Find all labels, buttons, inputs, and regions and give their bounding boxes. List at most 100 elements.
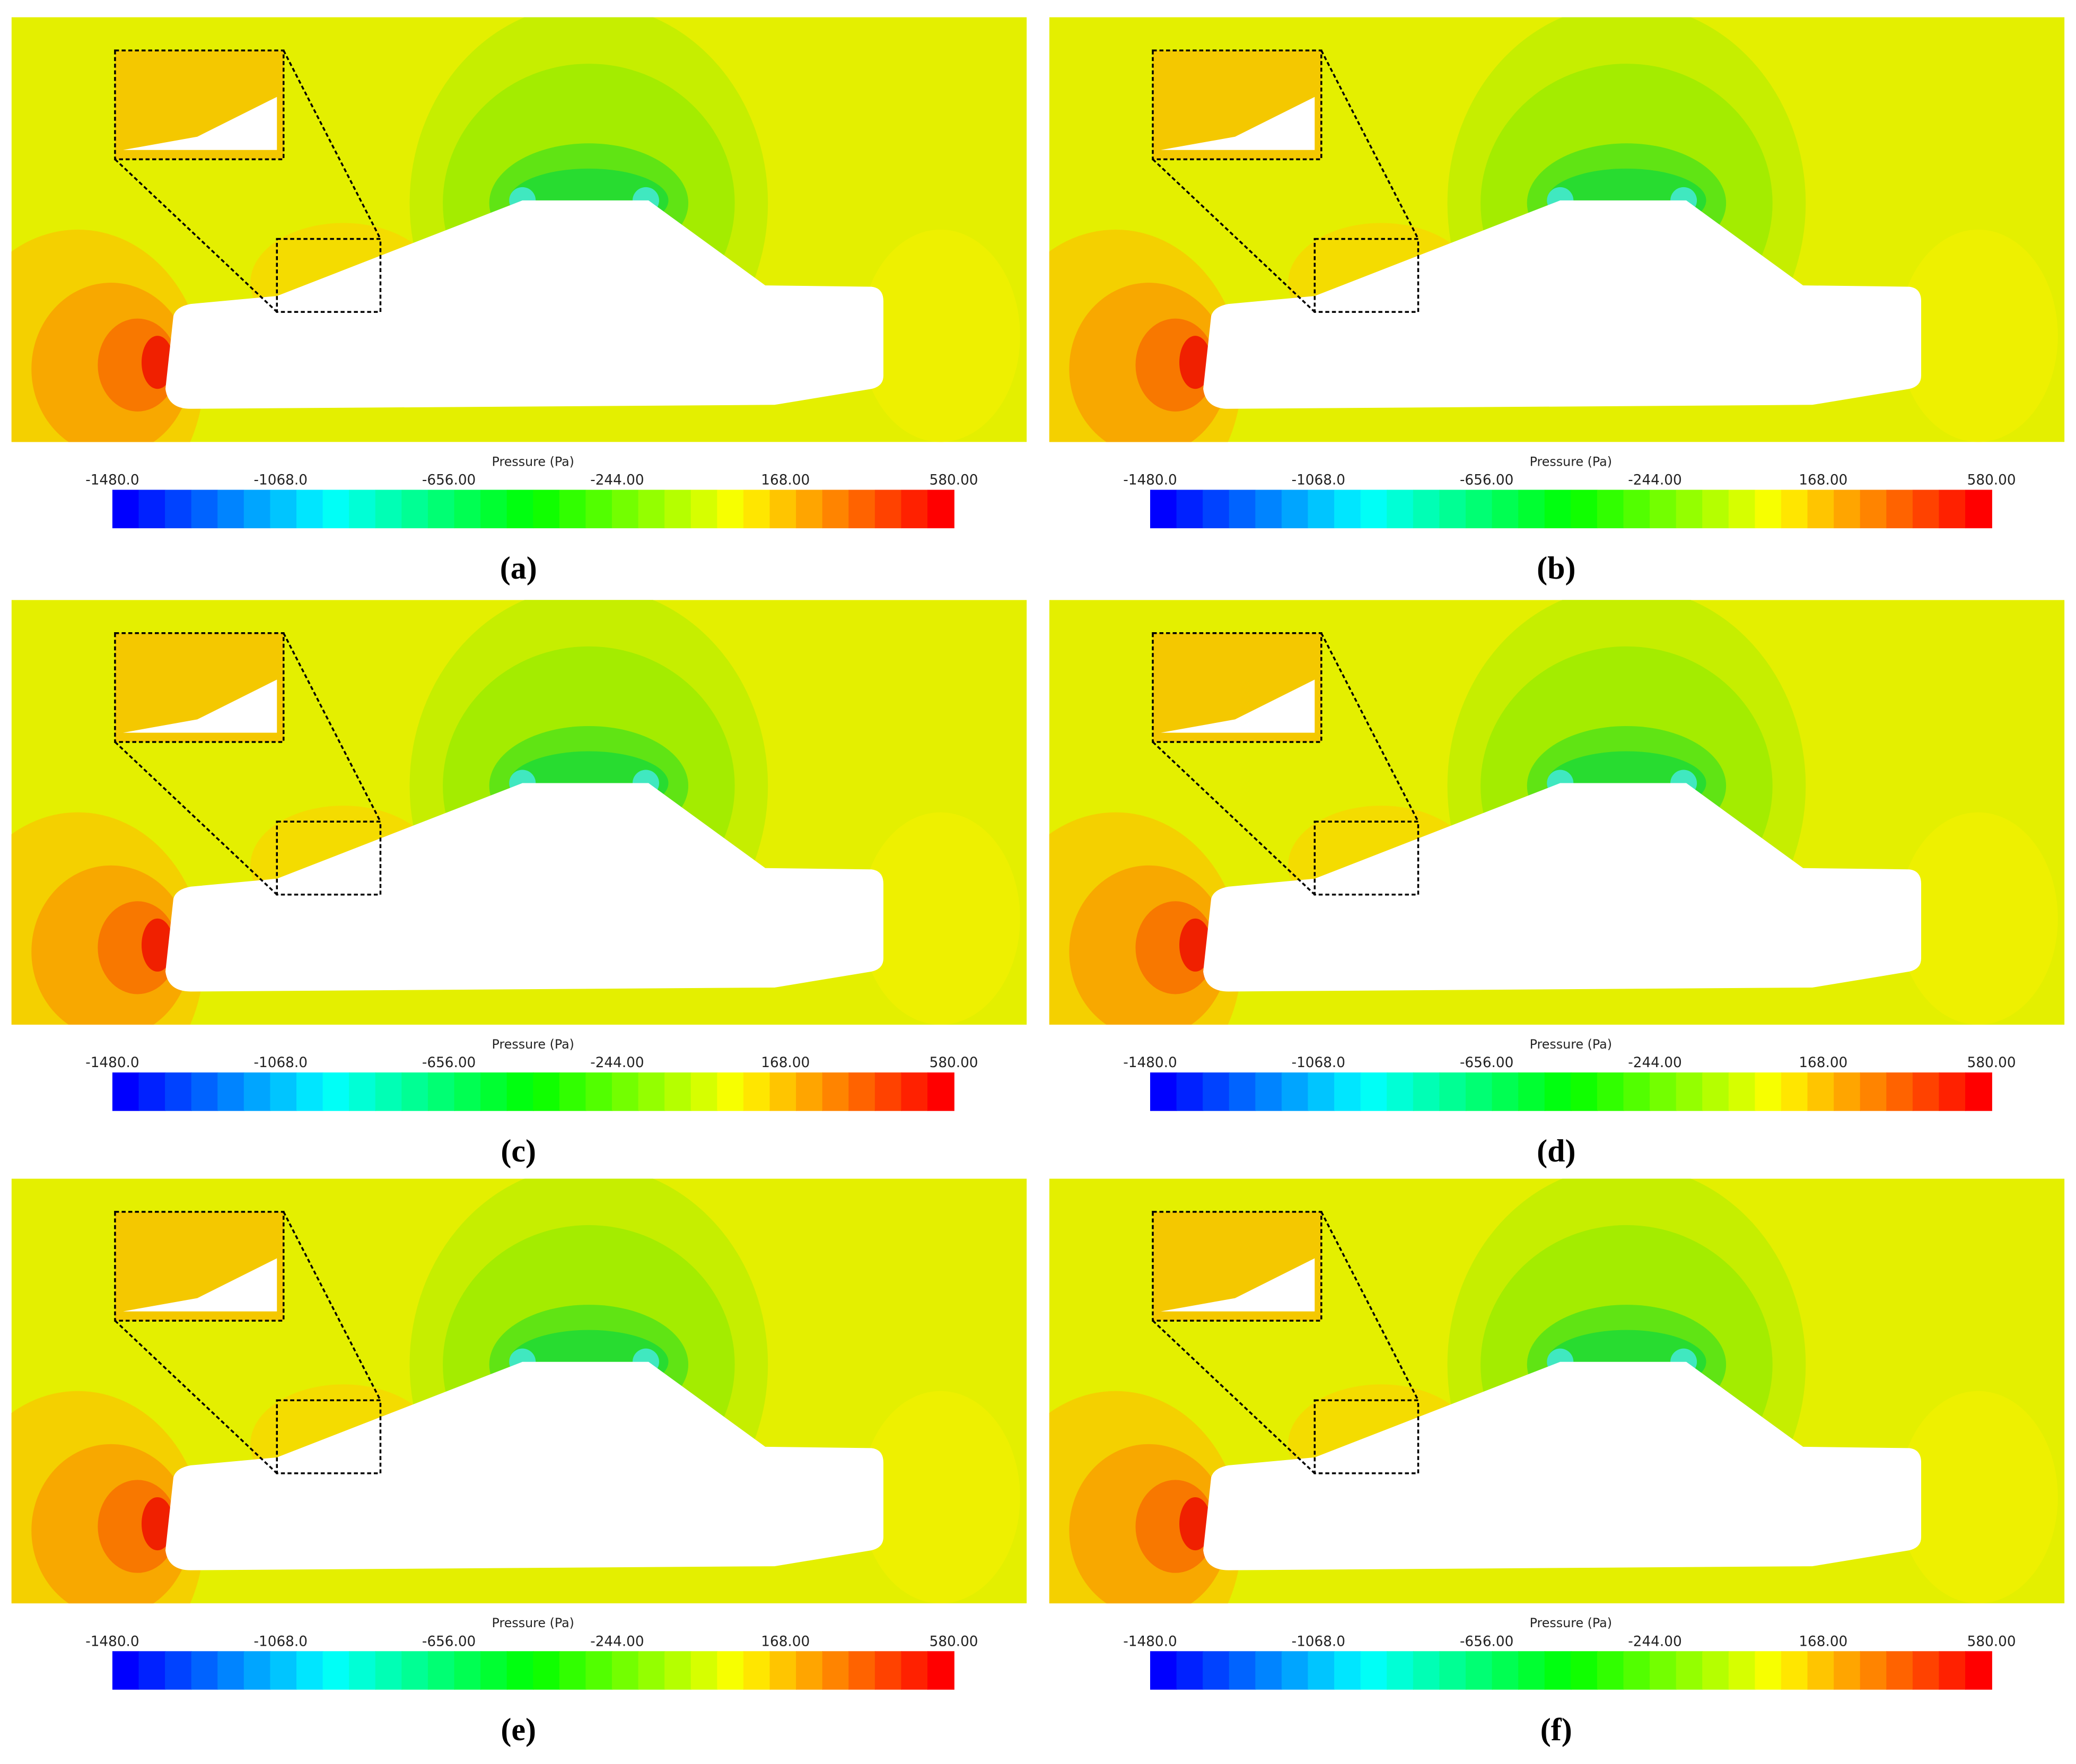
- colorbar-swatch: [769, 1651, 797, 1690]
- colorbar-swatch: [1281, 1072, 1309, 1111]
- colorbar-swatch: [1465, 490, 1493, 529]
- car-body: [165, 783, 883, 992]
- colorbar-swatch: [533, 1651, 560, 1690]
- panel: Pressure (Pa) -1480.0 -1068.0 -656.00 -244.0…: [11, 1178, 1027, 1747]
- colorbar-swatch: [1518, 1651, 1545, 1690]
- colorbar-swatch: [322, 490, 350, 529]
- colorbar-swatch: [1571, 490, 1598, 529]
- zoom-box: [1313, 238, 1420, 313]
- panel-label: (b): [1537, 550, 1575, 586]
- colorbar-tick-label: -1480.0: [1123, 1055, 1177, 1071]
- colorbar-tick-label: -244.00: [590, 472, 644, 488]
- car-body: [1203, 1361, 1922, 1570]
- colorbar-swatch: [822, 1651, 849, 1690]
- colorbar-title: Pressure (Pa): [1530, 1615, 1612, 1630]
- colorbar-swatch: [638, 1651, 665, 1690]
- colorbar-swatch: [1492, 490, 1519, 529]
- colorbar-swatch: [927, 490, 954, 529]
- colorbar-swatch: [848, 1651, 876, 1690]
- colorbar-swatch: [112, 490, 139, 529]
- zoom-line: [1152, 159, 1316, 313]
- colorbar-tick-label: -244.00: [590, 1634, 644, 1649]
- colorbar-tick-label: -1068.0: [1292, 472, 1345, 488]
- colorbar-swatch: [1203, 1072, 1230, 1111]
- colorbar-swatch: [1728, 1072, 1756, 1111]
- colorbar-swatch: [1492, 1072, 1519, 1111]
- colorbar-swatch: [191, 1072, 218, 1111]
- colorbar-swatch: [165, 1072, 192, 1111]
- colorbar-swatch: [480, 1072, 507, 1111]
- colorbar-tick-label: 580.00: [930, 472, 978, 488]
- inset-car: [1160, 679, 1315, 733]
- colorbar-swatch: [1728, 1651, 1756, 1690]
- colorbar-swatch: [1965, 490, 1992, 529]
- colorbar-tick-label: 580.00: [1967, 1055, 2016, 1071]
- colorbar-swatch: [1518, 1072, 1545, 1111]
- contour-plot: [11, 600, 1027, 1025]
- colorbar-swatch: [191, 490, 218, 529]
- colorbar-swatch: [1912, 1651, 1940, 1690]
- colorbar-swatch: [1676, 1651, 1703, 1690]
- colorbar-swatch: [690, 1651, 718, 1690]
- colorbar-swatch: [1308, 1651, 1335, 1690]
- colorbar-swatch: [322, 1651, 350, 1690]
- colorbar-tick-label: 168.00: [1799, 472, 1847, 488]
- colorbar-swatch: [1702, 490, 1730, 529]
- colorbar-swatch: [901, 490, 928, 529]
- inset-car: [122, 1258, 277, 1312]
- panel: Pressure (Pa) -1480.0 -1068.0 -656.00 -244.0…: [11, 600, 1027, 1168]
- panel-label: (d): [1537, 1133, 1575, 1168]
- colorbar-swatch: [1755, 1651, 1782, 1690]
- colorbar-swatch: [1334, 1072, 1361, 1111]
- colorbar-swatch: [1886, 1651, 1914, 1690]
- colorbar-swatch: [743, 1651, 770, 1690]
- colorbar-swatch: [1702, 1072, 1730, 1111]
- colorbar-swatch: [1860, 490, 1887, 529]
- colorbar-swatch: [1229, 1072, 1256, 1111]
- colorbar-tick-label: 168.00: [761, 472, 810, 488]
- colorbar-tick-label: -1068.0: [1292, 1634, 1345, 1649]
- colorbar-swatch: [1229, 1651, 1256, 1690]
- colorbar-swatch: [217, 490, 245, 529]
- colorbar-swatch: [1544, 1651, 1572, 1690]
- colorbar-swatch: [1965, 1651, 1992, 1690]
- colorbar-tick-label: 580.00: [1967, 472, 2016, 488]
- colorbar-swatch: [664, 1651, 691, 1690]
- zoom-box: [276, 1399, 382, 1474]
- colorbar-swatch: [1150, 490, 1177, 529]
- colorbar-swatch: [427, 1651, 455, 1690]
- colorbar-swatch: [848, 490, 876, 529]
- contour-plot: [11, 1178, 1027, 1604]
- colorbar-swatch: [506, 1651, 534, 1690]
- colorbar-tick-label: -1068.0: [254, 472, 308, 488]
- colorbar-swatch: [1781, 490, 1808, 529]
- colorbar-swatch: [1939, 490, 1966, 529]
- colorbar-swatch: [1676, 490, 1703, 529]
- zoom-line: [283, 1211, 382, 1401]
- colorbar-swatch: [1597, 1651, 1624, 1690]
- panel-label: (a): [500, 550, 537, 586]
- colorbar-swatch: [1176, 1651, 1204, 1690]
- colorbar-swatch: [585, 1651, 613, 1690]
- colorbar-swatch: [901, 1072, 928, 1111]
- colorbar-swatch: [427, 490, 455, 529]
- field: [861, 229, 1020, 442]
- colorbar-title: Pressure (Pa): [1530, 454, 1612, 469]
- zoom-line: [114, 159, 278, 313]
- colorbar-tick-label: -1480.0: [85, 472, 139, 488]
- colorbar-swatch: [559, 490, 586, 529]
- colorbar-swatch: [874, 490, 902, 529]
- colorbar-swatch: [1544, 1072, 1572, 1111]
- colorbar-swatch: [1334, 1651, 1361, 1690]
- colorbar-swatch: [533, 490, 560, 529]
- colorbar-swatch: [1360, 1651, 1388, 1690]
- colorbar-tick-label: -1480.0: [85, 1055, 139, 1071]
- colorbar-swatch: [927, 1651, 954, 1690]
- colorbar-tick-label: 168.00: [1799, 1055, 1847, 1071]
- colorbar-swatch: [1755, 490, 1782, 529]
- inset-car: [1160, 97, 1315, 150]
- colorbar-swatch: [1360, 1072, 1388, 1111]
- field: [1898, 229, 2058, 442]
- colorbar-swatch: [270, 1651, 297, 1690]
- field: [1179, 336, 1212, 389]
